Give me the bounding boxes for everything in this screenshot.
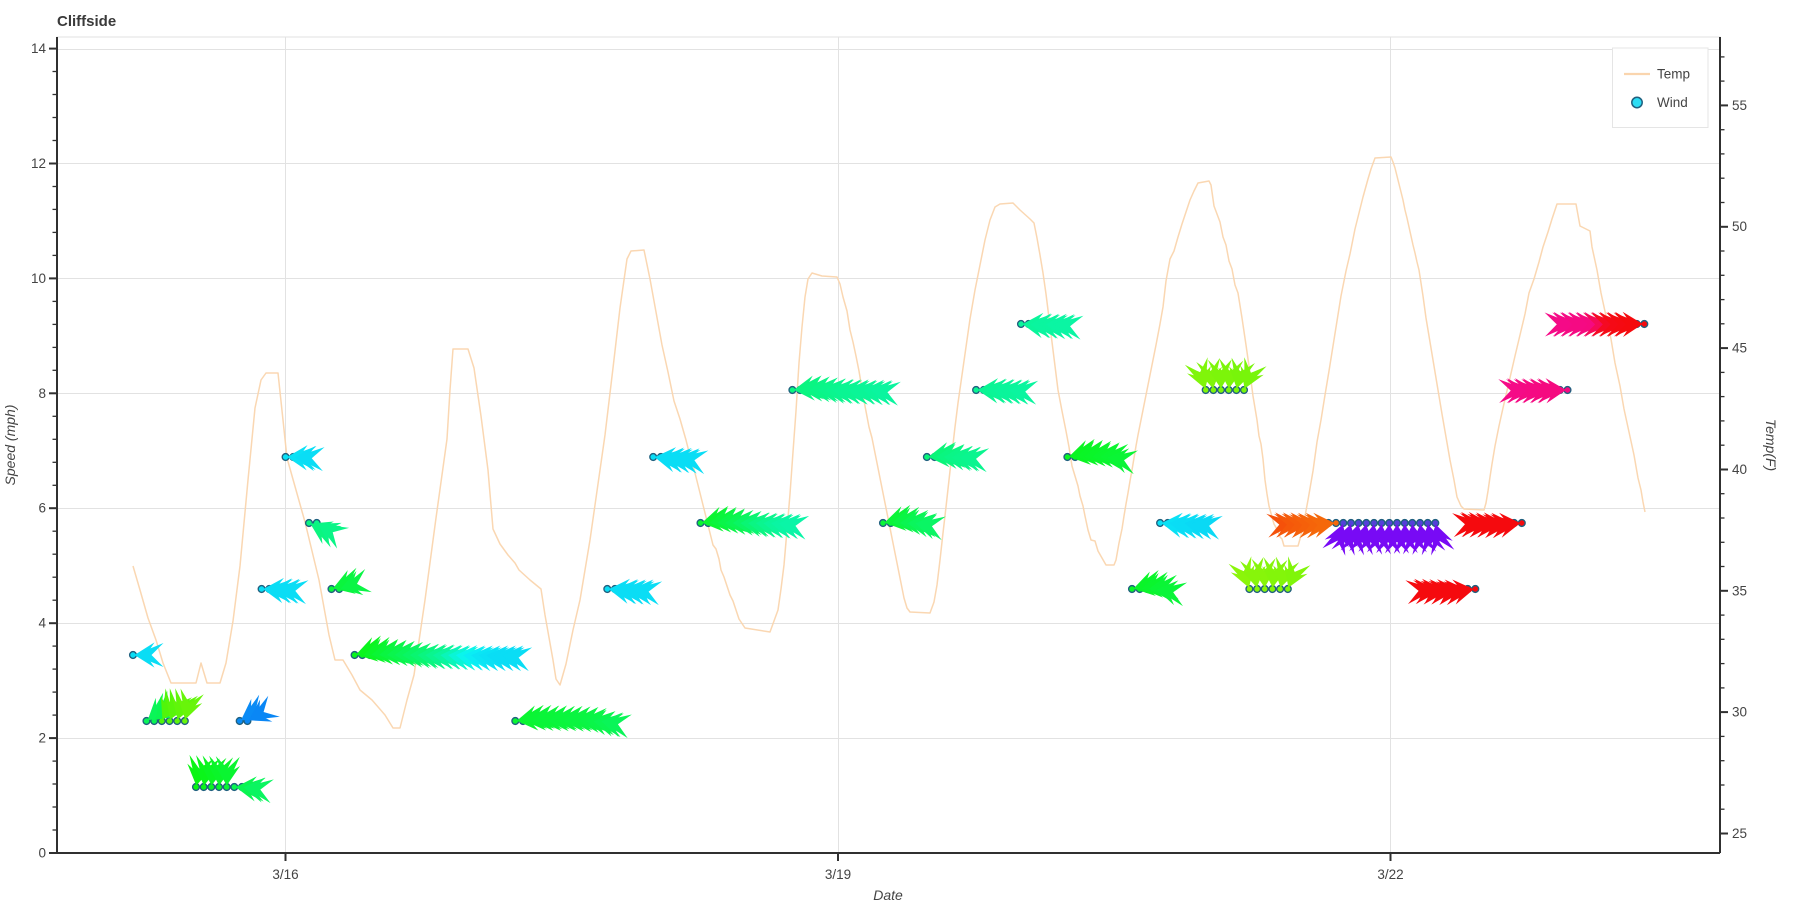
svg-text:3/16: 3/16 [272, 867, 298, 882]
svg-text:14: 14 [31, 41, 47, 56]
svg-text:4: 4 [38, 616, 46, 631]
svg-text:35: 35 [1732, 583, 1747, 598]
svg-text:Temp: Temp [1657, 67, 1690, 82]
svg-text:30: 30 [1732, 705, 1747, 720]
svg-text:40: 40 [1732, 462, 1747, 477]
svg-text:10: 10 [31, 271, 46, 286]
svg-text:3/22: 3/22 [1377, 867, 1403, 882]
svg-text:50: 50 [1732, 219, 1747, 234]
svg-text:25: 25 [1732, 826, 1747, 841]
svg-text:Speed (mph): Speed (mph) [2, 405, 18, 486]
svg-text:6: 6 [38, 501, 46, 516]
svg-text:Cliffside: Cliffside [57, 13, 116, 30]
svg-text:2: 2 [38, 731, 46, 746]
svg-text:0: 0 [38, 846, 46, 861]
svg-text:45: 45 [1732, 341, 1747, 356]
svg-text:Temp(F): Temp(F) [1763, 419, 1779, 471]
svg-text:55: 55 [1732, 98, 1747, 113]
svg-text:Date: Date [873, 887, 903, 903]
svg-text:Wind: Wind [1657, 95, 1688, 110]
svg-text:8: 8 [38, 386, 46, 401]
svg-text:3/19: 3/19 [825, 867, 851, 882]
svg-text:12: 12 [31, 156, 46, 171]
